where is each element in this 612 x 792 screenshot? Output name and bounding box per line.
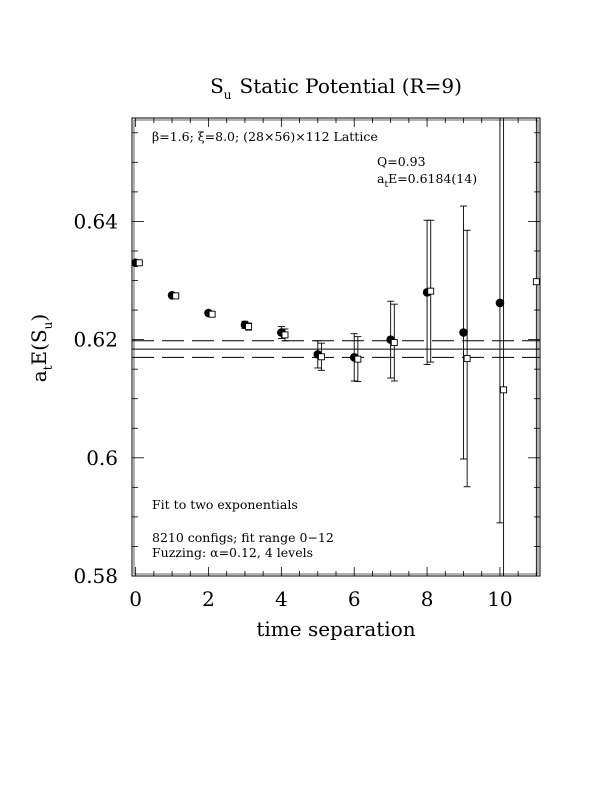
data-point-open	[532, 278, 540, 286]
data-point-open	[135, 259, 143, 267]
data-point-open	[317, 353, 325, 361]
lattice-annotation: β=1.6; ξ=8.0; (28×56)×112 Lattice	[152, 129, 378, 144]
y-label-end: )	[27, 314, 51, 322]
fit-energy-rest: E=0.6184(14)	[388, 171, 477, 186]
fit-energy-annotation: atE=0.6184(14)	[377, 171, 477, 190]
data-point-open	[354, 355, 362, 363]
title-symbol: S	[210, 74, 224, 98]
fuzzing-annotation: Fuzzing: α=0.12, 4 levels	[152, 545, 313, 560]
x-tick-label: 10	[487, 587, 512, 611]
data-point-open	[463, 355, 471, 362]
x-tick-label: 4	[275, 587, 288, 611]
data-point-open	[172, 292, 180, 300]
y-tick-label: 0.64	[73, 209, 118, 233]
data-point-open	[281, 331, 289, 339]
data-point-filled	[459, 328, 468, 337]
data-point-open	[245, 323, 253, 331]
data-point-filled	[495, 298, 505, 308]
chart-title: Su Static Potential (R=9)	[210, 74, 462, 102]
y-tick-label: 0.6	[86, 446, 118, 470]
q-annotation: Q=0.93	[377, 154, 426, 169]
y-label-sub1: t	[41, 365, 55, 370]
x-tick-label: 0	[129, 587, 142, 611]
y-label-mid: E(S	[27, 329, 51, 365]
data-point-open	[500, 386, 508, 394]
configs-annotation: 8210 configs; fit range 0−12	[152, 530, 334, 545]
y-tick-label: 0.62	[73, 328, 118, 352]
axis-ticks: 0 2 4 6 8 10 0.58 0.6 0.62 0.64	[73, 118, 540, 611]
data-point-open	[427, 287, 435, 295]
title-text: Static Potential (R=9)	[240, 74, 462, 98]
x-axis-label: time separation	[256, 617, 415, 641]
data-points	[131, 118, 540, 576]
fit-lines	[132, 340, 540, 358]
fit-energy-sub: t	[384, 180, 388, 190]
y-axis-label: atE(Su)	[27, 314, 55, 382]
x-tick-label: 2	[202, 587, 215, 611]
title-symbol-sub: u	[224, 88, 232, 102]
data-point-open	[390, 339, 398, 347]
y-label-main: a	[27, 370, 51, 382]
data-point-open	[208, 310, 216, 318]
y-label-sub2: u	[41, 321, 55, 329]
fit-energy-main: a	[377, 171, 385, 186]
y-tick-label: 0.58	[73, 564, 118, 588]
x-tick-label: 8	[421, 587, 434, 611]
x-tick-label: 6	[348, 587, 361, 611]
fit-method-annotation: Fit to two exponentials	[152, 497, 298, 512]
